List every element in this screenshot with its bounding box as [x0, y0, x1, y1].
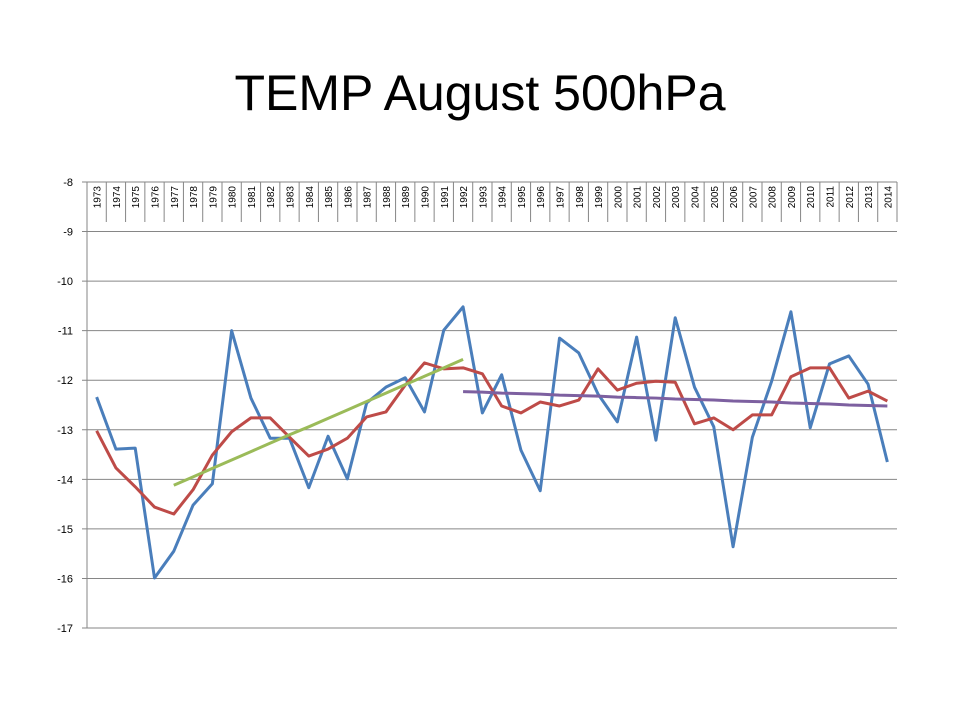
y-tick-label: -14 — [57, 474, 73, 486]
x-tick-label: 1991 — [440, 186, 451, 209]
x-tick-label: 2008 — [768, 186, 779, 209]
x-tick-label: 1973 — [93, 186, 104, 209]
y-tick-label: -13 — [57, 425, 73, 437]
y-tick-label: -10 — [57, 276, 73, 288]
y-tick-label: -12 — [57, 375, 73, 387]
series-line — [173, 358, 464, 487]
x-tick-label: 1989 — [401, 186, 412, 209]
x-tick-label: 2012 — [845, 186, 856, 209]
x-tick-label: 1981 — [247, 186, 258, 209]
x-tick-label: 1995 — [517, 186, 528, 209]
x-tick-label: 1993 — [478, 186, 489, 209]
x-tick-label: 2010 — [806, 186, 817, 209]
x-tick-label: 1980 — [228, 186, 239, 209]
x-tick-label: 1996 — [536, 186, 547, 209]
x-tick-label: 2003 — [671, 186, 682, 209]
x-tick-label: 2013 — [864, 186, 875, 209]
x-tick-label: 1976 — [151, 186, 162, 209]
x-tick-label: 2014 — [883, 186, 894, 209]
x-tick-label: 1994 — [498, 186, 509, 209]
y-tick-label: -8 — [63, 177, 73, 189]
series-line — [463, 390, 888, 408]
x-tick-label: 2007 — [748, 186, 759, 209]
x-tick-label: 1979 — [208, 186, 219, 209]
y-tick-label: -17 — [57, 623, 73, 635]
x-tick-label: 2000 — [613, 186, 624, 209]
y-tick-label: -15 — [57, 524, 73, 536]
x-tick-label: 1986 — [343, 186, 354, 209]
x-tick-label: 1983 — [286, 186, 297, 209]
x-tick-label: 1977 — [170, 186, 181, 209]
y-tick-label: -9 — [63, 227, 73, 239]
x-tick-label: 1992 — [459, 186, 470, 209]
x-tick-label: 1997 — [556, 186, 567, 209]
series-line — [95, 305, 889, 580]
x-tick-label: 2009 — [787, 186, 798, 209]
y-tick-label: -16 — [57, 573, 73, 585]
x-tick-label: 1975 — [131, 186, 142, 209]
x-tick-label: 2002 — [652, 186, 663, 209]
x-tick-label: 1987 — [363, 186, 374, 209]
x-tick-label: 1984 — [305, 186, 316, 209]
x-tick-label: 2011 — [826, 186, 837, 208]
x-tick-label: 1998 — [575, 186, 586, 209]
series-line — [95, 361, 889, 516]
x-tick-label: 1999 — [594, 186, 605, 209]
x-tick-label: 1985 — [324, 186, 335, 209]
chart-title: TEMP August 500hPa — [234, 65, 725, 121]
x-tick-label: 1988 — [382, 186, 393, 209]
y-tick-label: -11 — [58, 326, 73, 338]
x-tick-label: 1982 — [266, 186, 277, 209]
x-tick-label: 2006 — [729, 186, 740, 209]
x-tick-label: 1978 — [189, 186, 200, 209]
x-tick-label: 2005 — [710, 186, 721, 209]
x-tick-label: 1990 — [421, 186, 432, 209]
x-tick-label: 1974 — [112, 186, 123, 209]
x-tick-label: 2004 — [691, 186, 702, 209]
x-tick-label: 2001 — [633, 186, 644, 209]
